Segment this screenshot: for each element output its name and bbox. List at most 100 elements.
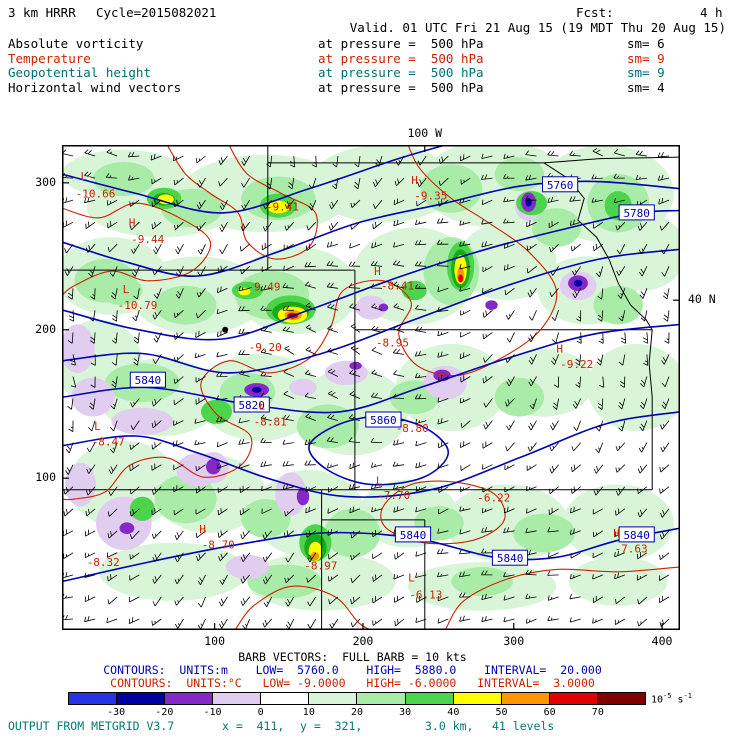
field-name: Horizontal wind vectors (8, 79, 182, 95)
field-level: at pressure = 500 hPa (318, 65, 484, 81)
colorbar-tick-label: -30 (107, 707, 126, 718)
svg-text:L: L (408, 572, 415, 585)
city-dot (222, 326, 229, 333)
svg-text:-6.22: -6.22 (477, 492, 510, 505)
svg-text:-9.35: -9.35 (414, 189, 447, 202)
field-smoothing: sm= 9 (627, 50, 665, 66)
map-area: 5760 5780 5840 5820 5860 5840 5840 5840 L -10.66 H… (35, 126, 715, 648)
colorbar-segment (453, 693, 502, 704)
fcst-value: 4 h (700, 5, 723, 20)
svg-text:H: H (199, 523, 206, 536)
model-name: 3 km HRRR (8, 5, 76, 20)
svg-text:-9.41: -9.41 (266, 201, 299, 214)
field-smoothing: sm= 9 (627, 65, 665, 81)
colorbar-tick-label: -20 (155, 707, 174, 718)
field-name: Temperature (8, 50, 91, 66)
field-name: Absolute vorticity (8, 36, 144, 51)
svg-text:-8.80: -8.80 (396, 422, 429, 435)
field-name: Geopotential height (8, 65, 151, 81)
svg-text:-8.95: -8.95 (376, 336, 409, 349)
svg-text:H: H (613, 527, 620, 540)
x-tick-label: 400 (651, 634, 673, 648)
colorbar-segment (597, 693, 645, 704)
barb-legend: BARB VECTORS: FULL BARB = 10 kts (238, 650, 467, 664)
svg-text:5840: 5840 (623, 529, 650, 542)
footer-source: OUTPUT FROM METGRID V3.7 (8, 719, 175, 733)
svg-text:-6.13: -6.13 (409, 589, 442, 602)
unit-base: 10 (651, 694, 664, 706)
svg-text:5760: 5760 (547, 179, 574, 192)
longitude-label: 100 W (407, 126, 443, 140)
map-plot: 5760 5780 5840 5820 5860 5840 5840 5840 L -10.66 H… (62, 145, 680, 630)
field-smoothing: sm= 6 (627, 36, 665, 51)
cycle-label: Cycle=2015082021 (96, 5, 217, 20)
colorbar-segment (405, 693, 454, 704)
svg-text:-10.79: -10.79 (118, 299, 158, 312)
colorbar-tick-label: 50 (495, 707, 508, 718)
colorbar-segment (117, 693, 166, 704)
svg-text:H: H (374, 265, 381, 278)
svg-text:-9.49: -9.49 (247, 281, 280, 294)
svg-text:-7.63: -7.63 (615, 542, 648, 555)
svg-text:5860: 5860 (370, 414, 397, 427)
x-tick-label: 100 (204, 634, 226, 648)
colorbar (68, 692, 646, 705)
field-level: at pressure = 500 hPa (318, 36, 484, 51)
field-level: at pressure = 500 hPa (318, 79, 484, 95)
unit-seconds: s (671, 694, 684, 706)
map-frame (62, 145, 680, 630)
svg-text:H: H (129, 217, 136, 230)
unit-seconds-exponent: -1 (683, 692, 692, 700)
colorbar-segment (69, 693, 118, 704)
footer-y-dim: y = 321, (300, 719, 363, 733)
colorbar-tick-label: 70 (591, 707, 604, 718)
fcst-label: Fcst: (576, 5, 614, 20)
svg-text:5820: 5820 (238, 399, 265, 412)
state-borders (62, 145, 680, 630)
footer-levels: 41 levels (492, 719, 555, 733)
svg-text:-10.66: -10.66 (76, 187, 116, 200)
field-smoothing: sm= 4 (627, 79, 665, 95)
colorbar-tick-label: 0 (257, 707, 264, 718)
temp-contour-legend: CONTOURS: UNITS:°C LOW= -9.0000 HIGH= -6… (110, 676, 595, 690)
svg-text:5840: 5840 (400, 529, 427, 542)
colorbar-segment (309, 693, 358, 704)
svg-text:-8.70: -8.70 (202, 539, 235, 552)
svg-text:-8.32: -8.32 (87, 556, 120, 569)
height-contour-labels: 5760 5780 5840 5820 5860 5840 5840 5840 (129, 176, 655, 566)
colorbar-tick-label: 10 (302, 707, 315, 718)
svg-text:5840: 5840 (135, 374, 162, 387)
valid-time: Valid. 01 UTC Fri 21 Aug 15 (19 MDT Thu … (349, 20, 726, 35)
svg-text:-8.47: -8.47 (92, 436, 125, 449)
colorbar-segment (261, 693, 310, 704)
svg-text:L: L (123, 283, 130, 296)
svg-text:L: L (94, 420, 101, 433)
colorbar-tick-label: 20 (350, 707, 364, 718)
latitude-label: 40 N (688, 292, 716, 307)
colorbar-segment (549, 693, 598, 704)
svg-text:-9.22: -9.22 (560, 358, 593, 371)
svg-text:L: L (81, 170, 88, 183)
colorbar-tick-label: 40 (447, 707, 460, 718)
x-tick-label: 200 (352, 634, 374, 648)
svg-text:L: L (259, 399, 266, 412)
svg-text:-7.70: -7.70 (377, 489, 410, 502)
colorbar-segment (501, 693, 550, 704)
footer-resolution: 3.0 km, (425, 719, 474, 733)
svg-text:-8.41: -8.41 (381, 280, 414, 293)
y-tick-label: 100 (35, 470, 56, 485)
unit-exponent: -5 (663, 692, 672, 700)
colorbar-segment (357, 693, 406, 704)
temperature-labels: L-10.66H-9.44-9.41H-9.35-9.49H-8.41L-10.… (76, 170, 648, 602)
svg-text:-8.97: -8.97 (304, 559, 337, 572)
colorbar-tick-label: 60 (543, 707, 556, 718)
wind-barbs (62, 147, 670, 630)
x-tick-label: 300 (503, 634, 525, 648)
map-content: 5760 5780 5840 5820 5860 5840 5840 5840 L -10.66 H… (62, 145, 680, 630)
height-contour-legend: CONTOURS: UNITS:m LOW= 5760.0 HIGH= 5880… (103, 663, 602, 677)
colorbar-units-label: 10-5 s-1 (651, 692, 692, 705)
svg-text:5840: 5840 (497, 552, 523, 565)
svg-text:H: H (556, 343, 563, 356)
footer-x-dim: x = 411, (222, 719, 285, 733)
